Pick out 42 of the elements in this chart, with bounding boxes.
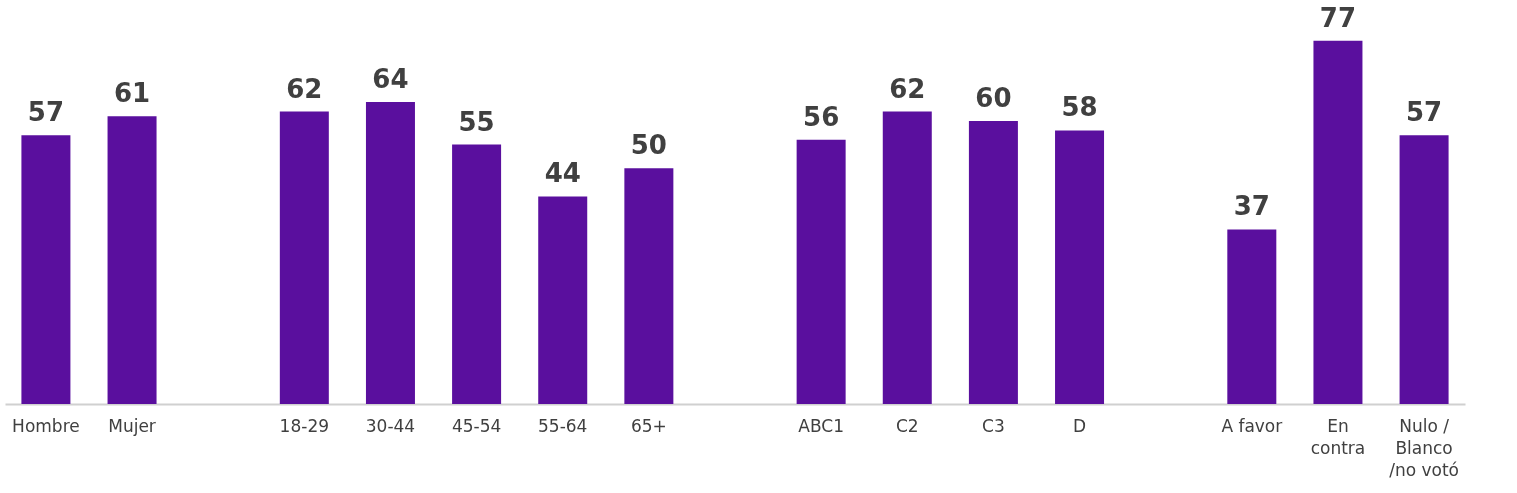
bar <box>452 144 502 404</box>
bar <box>1313 40 1363 404</box>
bar <box>538 196 588 404</box>
data-label: 57 <box>1405 97 1443 128</box>
x-tick-label: D <box>1073 415 1087 436</box>
bar <box>279 111 329 404</box>
bar <box>968 120 1018 404</box>
bar <box>107 116 157 404</box>
data-label: 77 <box>1319 2 1357 33</box>
data-label: 62 <box>286 73 323 104</box>
x-tick-label: C2 <box>895 415 919 436</box>
x-tick-label: A favor <box>1221 415 1283 436</box>
data-label: 57 <box>27 97 65 128</box>
x-tick-label: En contra <box>1310 415 1366 458</box>
data-label: 64 <box>372 64 409 95</box>
bar <box>796 139 846 404</box>
x-tick-label: Mujer <box>108 415 156 436</box>
x-tick-label: 30-44 <box>365 415 416 436</box>
data-label: 44 <box>544 158 581 189</box>
data-label: 56 <box>803 101 840 132</box>
x-tick-label: 55-64 <box>538 415 588 436</box>
data-label: 58 <box>1061 92 1098 123</box>
x-tick-label: C3 <box>982 415 1005 436</box>
bar <box>21 135 71 404</box>
bar <box>624 168 674 404</box>
x-tick-label: 18-29 <box>279 415 330 436</box>
x-tick-label: ABC1 <box>798 415 844 436</box>
data-label: 37 <box>1233 191 1270 222</box>
bar <box>1227 229 1277 404</box>
x-tick-label: Hombre <box>12 415 80 436</box>
data-label: 60 <box>975 82 1012 113</box>
data-label: 62 <box>889 73 926 104</box>
data-label: 61 <box>113 78 151 109</box>
x-tick-label: 45-54 <box>451 415 502 436</box>
bar <box>882 111 932 404</box>
data-label: 55 <box>458 106 495 137</box>
x-tick-label: 65+ <box>630 415 667 436</box>
bar <box>1055 130 1105 404</box>
x-tick-label: Nulo / Blanco /no votó <box>1389 415 1460 480</box>
bar <box>365 102 415 404</box>
data-label: 50 <box>630 130 667 161</box>
bar <box>1399 135 1449 404</box>
